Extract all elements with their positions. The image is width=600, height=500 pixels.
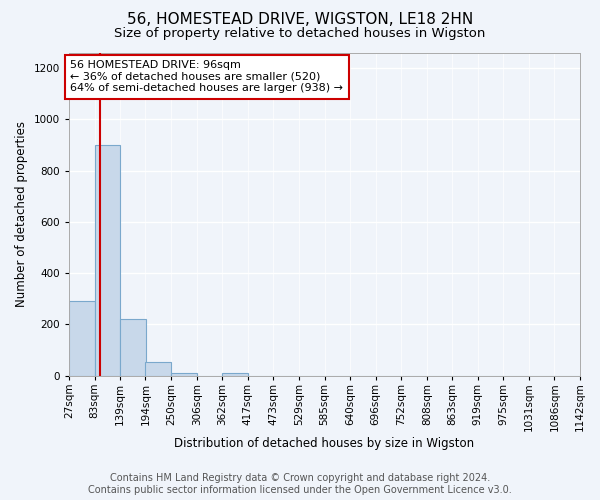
Bar (171, 373, 197, 376)
Bar (120, 320, 146, 376)
Text: Size of property relative to detached houses in Wigston: Size of property relative to detached ho… (115, 28, 485, 40)
Y-axis label: Number of detached properties: Number of detached properties (15, 121, 28, 307)
Bar (145, 362, 171, 376)
Text: Contains HM Land Registry data © Crown copyright and database right 2024.
Contai: Contains HM Land Registry data © Crown c… (88, 474, 512, 495)
X-axis label: Distribution of detached houses by size in Wigston: Distribution of detached houses by size … (175, 437, 475, 450)
Bar (69, 302, 95, 376)
Text: 56 HOMESTEAD DRIVE: 96sqm
← 36% of detached houses are smaller (520)
64% of semi: 56 HOMESTEAD DRIVE: 96sqm ← 36% of detac… (70, 60, 343, 94)
Bar (95, 145, 120, 376)
Text: 56, HOMESTEAD DRIVE, WIGSTON, LE18 2HN: 56, HOMESTEAD DRIVE, WIGSTON, LE18 2HN (127, 12, 473, 28)
Bar (223, 373, 248, 376)
